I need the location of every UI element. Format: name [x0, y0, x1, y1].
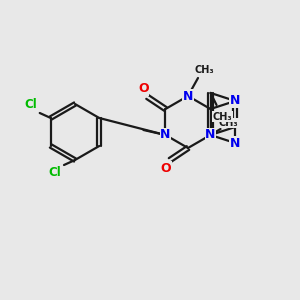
- Text: N: N: [205, 128, 216, 142]
- Text: N: N: [230, 136, 240, 149]
- Text: Cl: Cl: [24, 98, 37, 112]
- Text: Cl: Cl: [49, 167, 62, 179]
- Text: O: O: [161, 161, 171, 175]
- Text: CH₃: CH₃: [219, 118, 238, 128]
- Text: CH₃: CH₃: [194, 65, 214, 75]
- Text: O: O: [138, 82, 149, 95]
- Text: CH₃: CH₃: [213, 112, 232, 122]
- Text: N: N: [160, 128, 171, 142]
- Text: N: N: [183, 89, 193, 103]
- Text: N: N: [230, 94, 240, 107]
